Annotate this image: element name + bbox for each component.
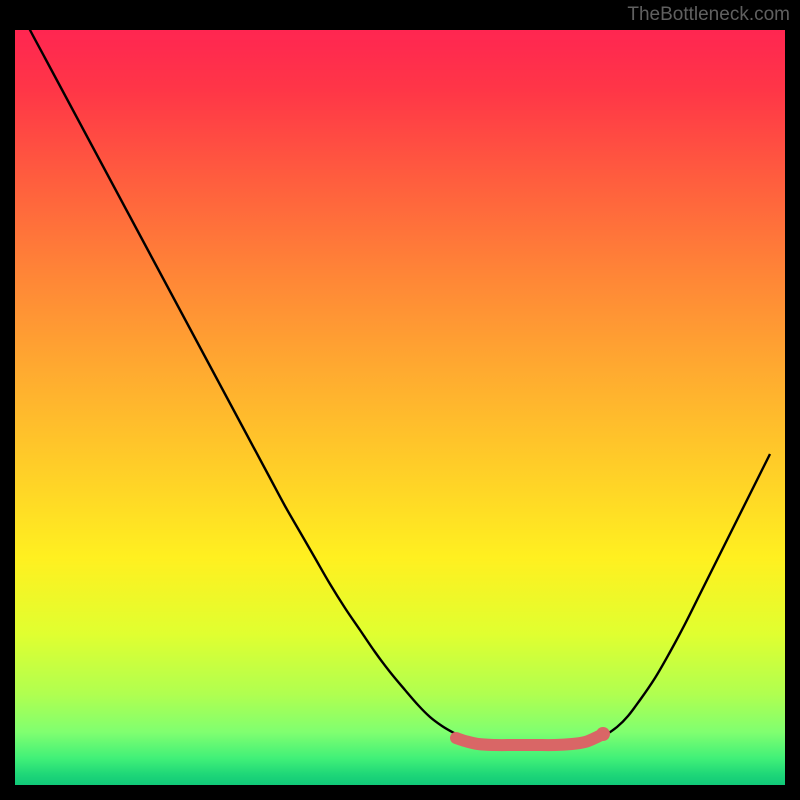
plot-area (15, 30, 785, 785)
chart-curves (15, 30, 785, 785)
bottleneck-marker-segment (456, 734, 603, 745)
watermark-text: TheBottleneck.com (627, 4, 790, 26)
bottleneck-curve (15, 30, 770, 744)
bottleneck-marker-dot (596, 727, 610, 741)
